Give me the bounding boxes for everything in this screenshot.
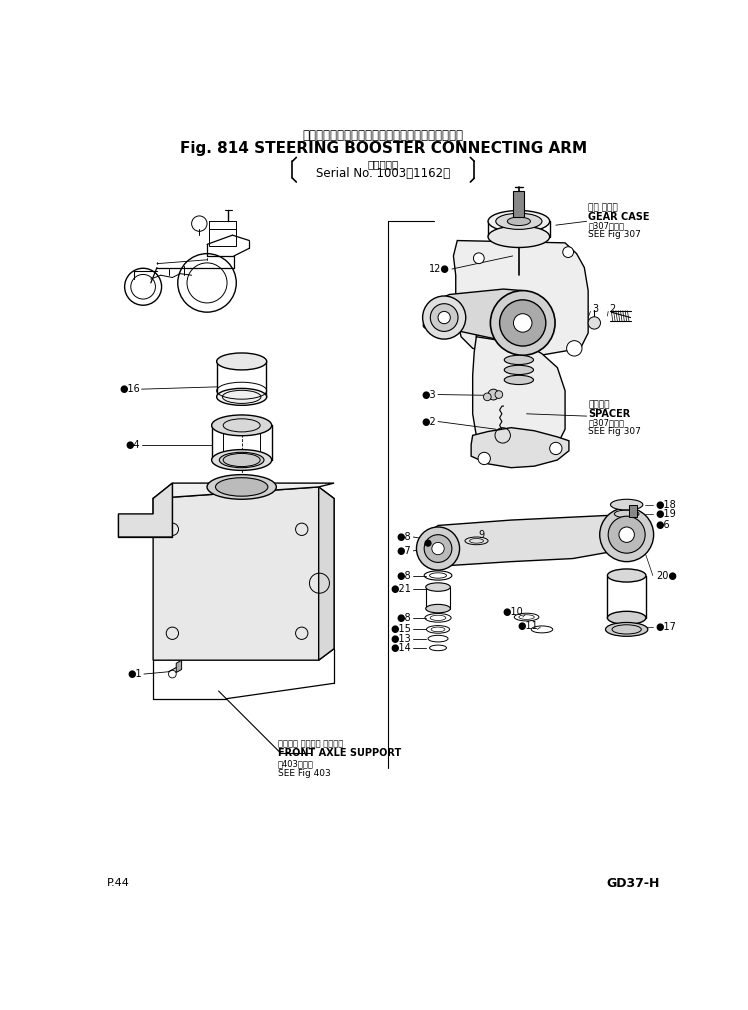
Text: ●3: ●3: [421, 390, 435, 400]
Ellipse shape: [607, 569, 646, 582]
Text: ●10: ●10: [502, 607, 523, 617]
Text: GEAR CASE: GEAR CASE: [588, 212, 650, 221]
Circle shape: [430, 304, 458, 331]
Circle shape: [513, 314, 532, 332]
Text: ●13: ●13: [390, 633, 411, 643]
Text: ●17: ●17: [656, 622, 677, 632]
Circle shape: [424, 534, 452, 563]
Text: ●6: ●6: [656, 520, 670, 530]
Text: 第403図参照: 第403図参照: [278, 759, 313, 768]
Text: ●5: ●5: [421, 320, 435, 330]
Circle shape: [425, 540, 431, 546]
Text: ●15: ●15: [390, 624, 411, 634]
Circle shape: [562, 246, 574, 258]
Text: 12●: 12●: [429, 264, 450, 274]
Ellipse shape: [426, 604, 450, 613]
Text: ●11: ●11: [518, 620, 538, 630]
Text: ●16: ●16: [119, 384, 140, 394]
Ellipse shape: [212, 415, 272, 435]
Circle shape: [619, 527, 634, 542]
Circle shape: [417, 527, 459, 570]
Circle shape: [600, 508, 654, 562]
Text: ●2: ●2: [421, 416, 435, 426]
Text: SEE Fig 307: SEE Fig 307: [588, 230, 641, 239]
Polygon shape: [453, 240, 588, 359]
Ellipse shape: [426, 583, 450, 591]
Text: GD37-H: GD37-H: [607, 877, 660, 890]
Bar: [513, 191, 524, 217]
Ellipse shape: [507, 217, 530, 225]
Text: P.44: P.44: [107, 879, 130, 889]
Text: SPACER: SPACER: [588, 409, 631, 419]
Ellipse shape: [207, 475, 276, 499]
Circle shape: [432, 542, 444, 554]
Text: （適用号機: （適用号機: [368, 160, 399, 170]
Circle shape: [423, 296, 466, 339]
Polygon shape: [319, 487, 334, 661]
Bar: [209, 229, 236, 246]
Circle shape: [491, 291, 555, 356]
Text: 20●: 20●: [656, 571, 677, 581]
Text: ●21: ●21: [390, 585, 411, 594]
Polygon shape: [425, 515, 634, 567]
Polygon shape: [118, 483, 172, 537]
Text: ●8: ●8: [396, 532, 411, 542]
Circle shape: [438, 311, 450, 324]
Ellipse shape: [605, 622, 648, 636]
Text: フロント アクスル サポート: フロント アクスル サポート: [278, 739, 343, 747]
Circle shape: [550, 442, 562, 454]
Text: 9: 9: [479, 530, 485, 540]
Circle shape: [483, 393, 491, 401]
Text: ●8: ●8: [396, 613, 411, 623]
Ellipse shape: [217, 389, 267, 405]
Polygon shape: [444, 289, 525, 340]
Ellipse shape: [215, 478, 268, 496]
Ellipse shape: [219, 452, 264, 468]
Text: ギヤ ケース: ギヤ ケース: [588, 203, 618, 212]
Ellipse shape: [504, 366, 533, 375]
Text: 第307図参照: 第307図参照: [588, 418, 624, 427]
Text: ●7: ●7: [396, 545, 411, 556]
Circle shape: [495, 391, 503, 398]
Circle shape: [500, 300, 546, 346]
Text: ●1: ●1: [127, 669, 141, 679]
Text: ●8: ●8: [396, 571, 411, 581]
Text: ●4: ●4: [126, 439, 140, 449]
Text: スペーサ: スペーサ: [588, 400, 610, 409]
Text: FRONT AXLE SUPPORT: FRONT AXLE SUPPORT: [278, 748, 401, 759]
Text: 2: 2: [610, 304, 616, 314]
Text: Fig. 814 STEERING BOOSTER CONNECTING ARM: Fig. 814 STEERING BOOSTER CONNECTING ARM: [180, 140, 587, 156]
Text: Serial No. 1003～1162）: Serial No. 1003～1162）: [316, 167, 450, 180]
Polygon shape: [153, 487, 334, 661]
Text: ●14: ●14: [390, 643, 411, 652]
Ellipse shape: [217, 352, 267, 370]
Text: ●19: ●19: [656, 509, 677, 519]
Circle shape: [566, 340, 582, 357]
Text: ●18: ●18: [656, 500, 677, 510]
Ellipse shape: [488, 210, 550, 232]
Ellipse shape: [504, 356, 533, 365]
Polygon shape: [177, 661, 182, 673]
Bar: [629, 505, 637, 517]
Ellipse shape: [488, 226, 550, 247]
Ellipse shape: [610, 499, 643, 510]
Circle shape: [608, 516, 645, 553]
Text: SEE Fig 403: SEE Fig 403: [278, 769, 331, 778]
Text: 3: 3: [592, 304, 598, 314]
Text: 第307図参照: 第307図参照: [588, 221, 624, 230]
Text: SEE Fig 307: SEE Fig 307: [588, 427, 641, 436]
Circle shape: [488, 389, 499, 400]
Ellipse shape: [496, 213, 542, 229]
Ellipse shape: [607, 611, 646, 624]
Polygon shape: [153, 483, 334, 499]
Ellipse shape: [212, 449, 272, 471]
Circle shape: [588, 317, 601, 329]
Circle shape: [473, 252, 484, 264]
Polygon shape: [471, 427, 569, 468]
Text: ステアリング　ブースタ　コネクティング　アーム: ステアリング ブースタ コネクティング アーム: [303, 128, 464, 141]
Ellipse shape: [504, 376, 533, 385]
Polygon shape: [473, 335, 565, 453]
Circle shape: [478, 452, 491, 465]
